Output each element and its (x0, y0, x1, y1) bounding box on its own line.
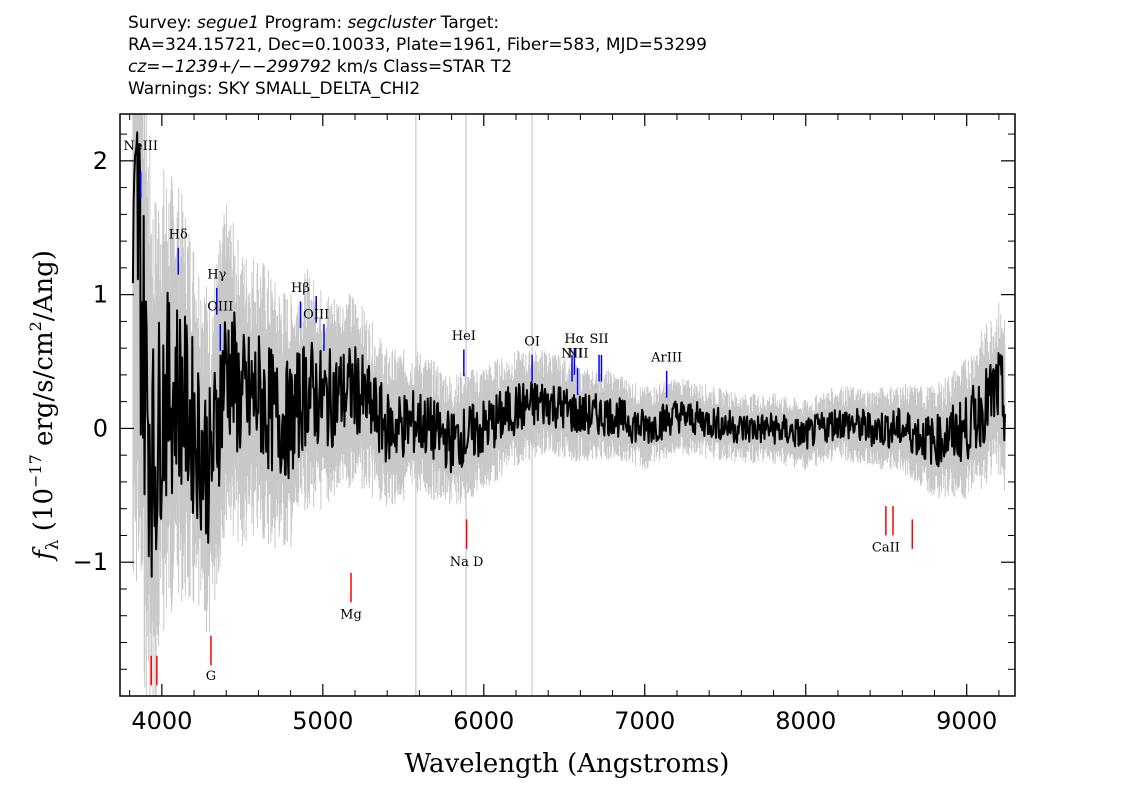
header-line-survey: Survey: segue1 Program: segcluster Targe… (128, 12, 707, 34)
line-label: OI (524, 334, 540, 349)
redshift-class: km/s Class=STAR T2 (331, 57, 513, 77)
y-tick-label: 1 (93, 281, 108, 309)
program-label: Program: (259, 13, 348, 33)
line-label: NII (567, 347, 589, 362)
y-axis-title: fλ (10−17 erg/s/cm2/Ang) (26, 250, 63, 562)
axis-ticks: 4000 5000 6000 7000 8000 9000 −1 0 1 2 (73, 114, 1015, 735)
x-tick-label: 8000 (775, 707, 836, 735)
x-tick-label: 5000 (292, 707, 353, 735)
line-label: Hδ (169, 227, 188, 242)
x-tick-label: 7000 (614, 707, 675, 735)
x-tick-label: 4000 (131, 707, 192, 735)
line-label: NII (561, 347, 583, 362)
y-tick-label: −1 (73, 548, 108, 576)
flux-series (131, 131, 1006, 578)
header-line-warnings: Warnings: SKY SMALL_DELTA_CHI2 (128, 79, 421, 99)
line-label: OIII (303, 308, 329, 323)
program-value: segcluster (347, 13, 436, 33)
y-tick-label: 2 (93, 147, 108, 175)
line-label: CaII (872, 541, 900, 556)
survey-value: segue1 (197, 13, 260, 33)
line-label: Hα (564, 332, 584, 347)
plot-frame (119, 113, 1016, 697)
survey-label: Survey: (128, 13, 198, 33)
flux-series-layer (131, 131, 1006, 578)
header-line-redshift: cz=−1239+/−−299792 km/s Class=STAR T2 (128, 56, 707, 78)
y-tick-label: 0 (93, 414, 108, 442)
line-label: HeI (452, 329, 476, 344)
line-label: G (206, 669, 216, 684)
target-label: Target: (435, 13, 500, 33)
line-label: NeIII (124, 139, 158, 154)
line-label: Hγ (207, 268, 226, 283)
line-label: Hβ (291, 281, 310, 296)
x-tick-label: 6000 (453, 707, 514, 735)
redshift-value: cz=−1239+/−−299792 (128, 57, 332, 77)
header-line-coordinates: RA=324.15721, Dec=0.10033, Plate=1961, F… (128, 35, 707, 55)
line-label: Na D (450, 555, 484, 570)
line-label: Mg (340, 607, 362, 622)
line-label: OIII (207, 300, 233, 315)
spectrum-header: Survey: segue1 Program: segcluster Targe… (128, 12, 707, 100)
line-label: SII (589, 332, 608, 347)
line-label: ArIII (650, 351, 682, 366)
x-axis-title: Wavelength (Angstroms) (405, 749, 730, 779)
x-tick-label: 9000 (936, 707, 997, 735)
